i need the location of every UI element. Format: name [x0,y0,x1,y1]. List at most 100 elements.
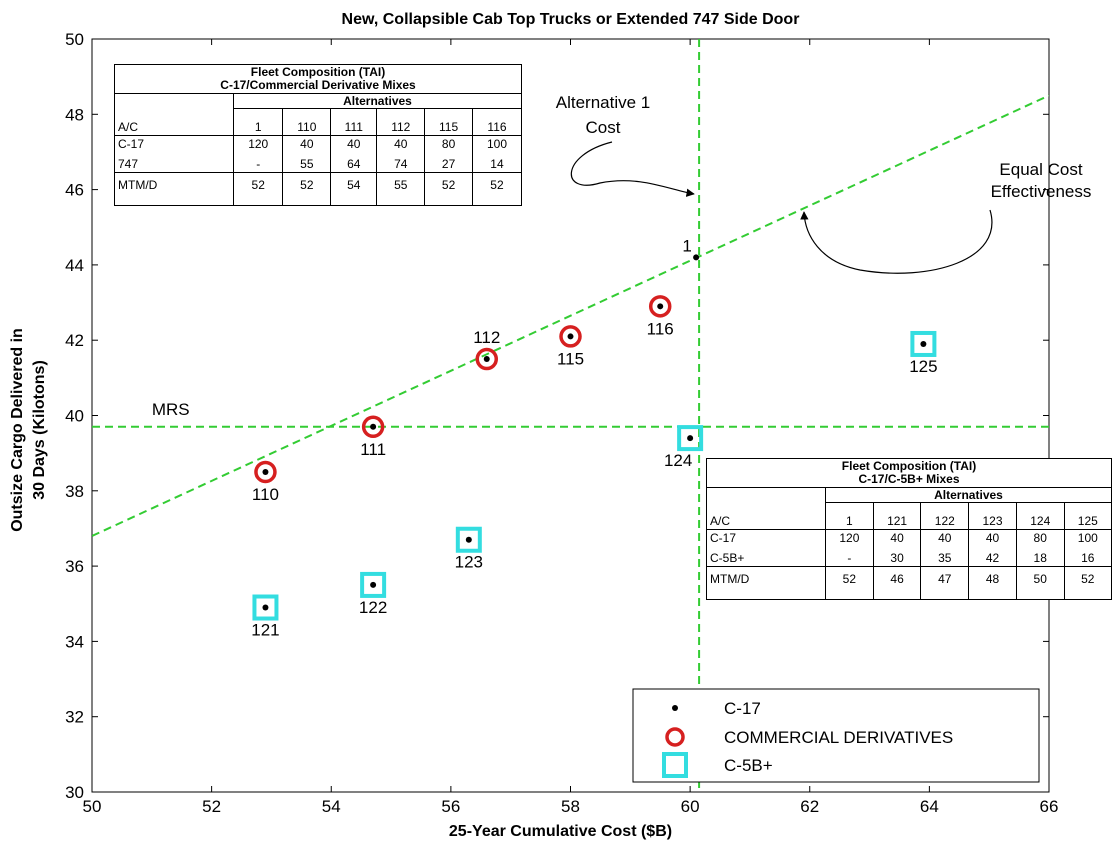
table-row: MTM/D 52 46 47 48 50 52 [707,566,1111,599]
chart-title: New, Collapsible Cab Top Trucks or Exten… [342,11,800,28]
legend [632,688,1040,783]
table-cell: 64 [330,152,377,173]
y-tick-label: 46 [65,181,84,200]
table-cell: 35 [920,546,969,567]
table-cell: 52 [232,172,283,205]
table-cell: 747 [118,157,139,171]
point-label: 115 [557,349,584,368]
table-header-cell: 125 [1063,502,1111,530]
table-header-cell: 116 [471,108,521,136]
fleet-composition-table-c5: Fleet Composition (TAI) C-17/C-5B+ Mixes… [706,458,1112,600]
c17-marker [370,423,377,430]
alternatives-header: Alternatives [825,488,1111,503]
table-header-cell: 123 [968,502,1017,530]
table-header-cell: 112 [376,108,425,136]
c17-marker [567,333,574,340]
point-label: 112 [473,328,500,347]
legend-commercial-marker [665,727,685,747]
c17-marker [262,604,269,611]
annotation-alternative-1-cost: Alternative 1 [556,93,651,112]
table-row: MTM/D 52 52 54 55 52 52 [115,172,521,205]
legend-label-c17: C-17 [724,699,761,718]
x-tick-label: 66 [1040,797,1059,816]
table-cell: - [232,152,283,173]
x-axis-label: 25-Year Cumulative Cost ($B) [449,823,672,840]
table-title-line: C-17/C-5B+ Mixes [858,472,960,486]
y-tick-label: 30 [65,783,84,802]
c17-marker [693,254,700,261]
x-tick-label: 60 [681,797,700,816]
table-cell: 52 [424,172,473,205]
point-label: 124 [664,451,692,470]
table-header-cell: 121 [872,502,921,530]
table-cell: 52 [282,172,331,205]
annotation-equal-cost: Equal Cost [999,160,1082,179]
table-cell: 80 [1015,529,1065,546]
y-tick-label: 36 [65,557,84,576]
point-label: 1 [682,236,691,255]
table-cell: C-17 [118,137,145,151]
y-tick-label: 32 [65,708,84,727]
table-title-line: Fleet Composition (TAI) [841,459,977,473]
point-label: 111 [360,440,386,459]
table-cell: 46 [872,566,921,599]
table-cell: 40 [282,135,331,152]
table-cell: 30 [872,546,921,567]
table-header-cell: 1 [232,108,283,136]
table-header-cell: 115 [424,108,473,136]
table-cell: 55 [376,172,425,205]
table-cell: 47 [920,566,969,599]
c17-marker [687,435,694,442]
table-row: 747 - 55 64 74 27 14 [115,152,521,173]
y-tick-label: 50 [65,30,84,49]
x-tick-label: 50 [83,797,102,816]
table-cell: 42 [968,546,1017,567]
y-tick-label: 42 [65,331,84,350]
c17-marker [920,340,927,347]
table-row: C-5B+ - 30 35 42 18 16 [707,546,1111,567]
table-cell: 40 [330,135,377,152]
table-cell: 52 [825,566,874,599]
table-cell: 52 [1063,566,1111,599]
table-cell: 54 [330,172,377,205]
table-cell: 80 [424,135,473,152]
point-label: 122 [359,598,387,617]
table-cell: 55 [282,152,331,173]
table-header-cell: 124 [1015,502,1065,530]
table-header-cell: 122 [920,502,969,530]
table-cell: 40 [968,529,1017,546]
table-cell: - [825,546,874,567]
table-cell: 74 [376,152,425,173]
annotation-equal-cost: Effectiveness [991,182,1092,201]
y-tick-label: 34 [65,632,84,651]
table-header-cell: 1 [825,502,874,530]
y-tick-label: 48 [65,105,84,124]
table-cell: 50 [1015,566,1065,599]
table-row: C-17 120 40 40 40 80 100 [115,135,521,152]
table-cell: 14 [471,152,521,173]
c17-marker [483,356,490,363]
table-cell: 100 [471,135,521,152]
c5b-marker [677,425,704,452]
table-cell: MTM/D [707,566,826,599]
point-label: 116 [647,319,674,338]
commercial-derivative-marker [475,347,499,371]
table-header-cell: A/C [707,502,826,530]
table-cell: 16 [1063,546,1111,567]
table-cell: 52 [471,172,521,205]
c5b-marker [252,594,279,621]
c5b-marker [360,571,387,598]
table-title-line: Fleet Composition (TAI) [250,65,386,79]
table-header-cell: 110 [282,108,331,136]
c17-marker [465,536,472,543]
table-cell: 100 [1063,529,1111,546]
x-tick-label: 54 [322,797,341,816]
mrs-label: MRS [152,400,190,419]
table-cell: C-17 [710,531,737,545]
table-cell: 120 [825,529,874,546]
x-tick-label: 64 [920,797,939,816]
c17-marker [262,468,269,475]
table-row: C-17 120 40 40 40 80 100 [707,529,1111,546]
table-cell: 120 [232,135,283,152]
table-header-cell: A/C [115,108,234,136]
